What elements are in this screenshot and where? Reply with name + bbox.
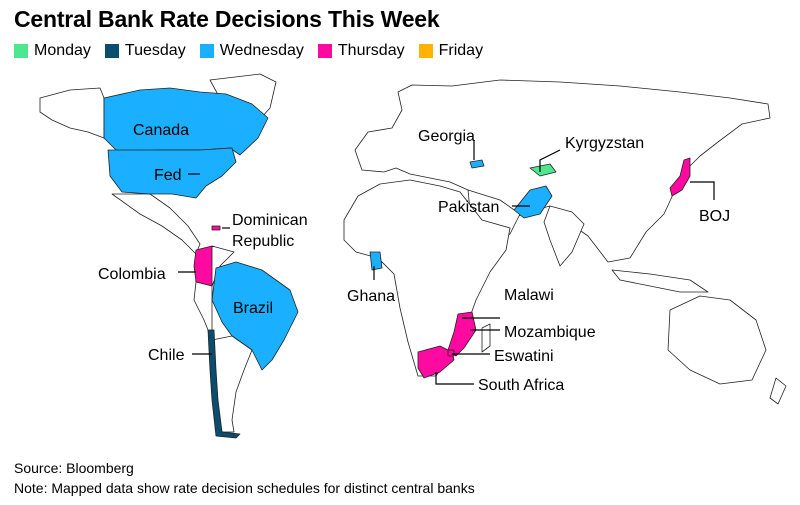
legend-item-wednesday: Wednesday bbox=[199, 42, 304, 60]
label-mozambique: Mozambique bbox=[504, 324, 596, 341]
leader-kyrgyzstan bbox=[539, 149, 561, 172]
label-eswatini: Eswatini bbox=[494, 348, 554, 365]
label-canada: Canada bbox=[133, 122, 189, 139]
legend-swatch-wednesday bbox=[199, 44, 214, 58]
legend: Monday Tuesday Wednesday Thursday Friday bbox=[14, 42, 497, 60]
legend-item-tuesday: Tuesday bbox=[104, 42, 186, 60]
legend-item-monday: Monday bbox=[14, 42, 91, 60]
region-eswatini bbox=[447, 349, 455, 357]
region-dominican-republic bbox=[211, 225, 221, 231]
label-pakistan: Pakistan bbox=[438, 199, 499, 216]
label-georgia: Georgia bbox=[418, 128, 475, 145]
label-dominican: Dominican bbox=[232, 212, 308, 229]
label-fed: Fed bbox=[154, 167, 182, 184]
leader-south-africa bbox=[435, 372, 474, 385]
land-india bbox=[543, 205, 585, 267]
world-map: Canada Fed Dominican Republic Colombia B… bbox=[39, 73, 787, 439]
label-brazil: Brazil bbox=[233, 300, 273, 317]
label-south-africa: South Africa bbox=[478, 377, 564, 394]
region-chile bbox=[207, 329, 241, 439]
region-japan bbox=[669, 157, 691, 197]
legend-label-friday: Friday bbox=[438, 42, 484, 59]
chart-title: Central Bank Rate Decisions This Week bbox=[14, 6, 440, 32]
label-kyrgyzstan: Kyrgyzstan bbox=[565, 135, 644, 152]
label-republic: Republic bbox=[232, 233, 294, 250]
land-indonesia bbox=[611, 269, 709, 293]
label-colombia: Colombia bbox=[98, 266, 166, 283]
label-boj: BOJ bbox=[699, 208, 730, 225]
region-ghana bbox=[369, 251, 383, 271]
legend-item-friday: Friday bbox=[418, 42, 484, 60]
label-ghana: Ghana bbox=[347, 288, 395, 305]
region-kyrgyzstan bbox=[529, 163, 557, 177]
region-pakistan bbox=[513, 185, 553, 219]
legend-label-wednesday: Wednesday bbox=[219, 42, 304, 59]
land-madagascar bbox=[481, 323, 491, 353]
region-georgia bbox=[469, 159, 485, 169]
legend-label-tuesday: Tuesday bbox=[124, 42, 186, 59]
legend-swatch-friday bbox=[418, 44, 433, 58]
region-usa bbox=[107, 147, 237, 199]
legend-swatch-thursday bbox=[317, 44, 332, 58]
region-mozambique bbox=[447, 311, 477, 357]
label-chile: Chile bbox=[148, 347, 185, 364]
legend-swatch-tuesday bbox=[104, 44, 119, 58]
legend-swatch-monday bbox=[14, 44, 28, 58]
footnote: Note: Mapped data show rate decision sch… bbox=[14, 480, 475, 496]
land-new-zealand bbox=[769, 377, 787, 405]
source-note: Source: Bloomberg bbox=[14, 460, 134, 476]
region-south-africa bbox=[417, 345, 455, 379]
land-mexico bbox=[111, 193, 201, 255]
legend-label-monday: Monday bbox=[34, 42, 91, 59]
legend-label-thursday: Thursday bbox=[337, 42, 405, 59]
region-brazil bbox=[211, 261, 299, 371]
land-alaska bbox=[39, 87, 105, 139]
label-malawi: Malawi bbox=[504, 287, 554, 304]
legend-item-thursday: Thursday bbox=[317, 42, 405, 60]
land-australia bbox=[667, 295, 767, 385]
leader-boj bbox=[690, 181, 715, 200]
